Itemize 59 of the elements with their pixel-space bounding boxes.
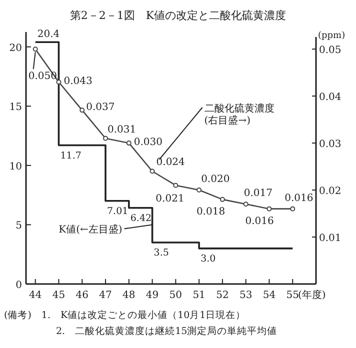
y2-tick-label: 0.04 <box>319 92 342 104</box>
data-label: 0.030 <box>134 137 163 148</box>
y2-tick-label: 0.05 <box>319 45 342 56</box>
x-tick-label: 44 <box>28 290 42 301</box>
data-label: 0.016 <box>284 192 314 204</box>
data-label: 0.020 <box>201 174 230 186</box>
x-tick-label: 48 <box>122 290 136 301</box>
data-label: 0.037 <box>86 102 115 114</box>
point <box>80 108 85 113</box>
chart-title: 第2－2－1図 K値の改定と二酸化硫黄濃度 <box>70 9 286 22</box>
x-tick-label: 55 <box>286 290 299 301</box>
y-tick-label: 0 <box>16 280 22 291</box>
text: 2. 二酸化硫黄濃度は継続15測定局の単純平均値 <box>56 325 278 337</box>
data-label: 0.018 <box>196 206 226 218</box>
x-axis-title: (年度) <box>298 289 326 301</box>
point <box>243 202 248 207</box>
point <box>220 196 225 202</box>
data-label: 0.024 <box>156 157 185 168</box>
data-label: 0.043 <box>64 76 92 87</box>
x-tick-label: 53 <box>239 290 252 301</box>
point <box>266 206 272 212</box>
y-tick-label: 10 <box>9 161 22 172</box>
point <box>173 182 178 188</box>
point <box>150 168 155 174</box>
x-tick-label: 47 <box>99 290 112 301</box>
data-label: 7.01 <box>107 206 128 217</box>
y2-tick-label: 0.03 <box>319 139 342 150</box>
x-tick-label: 51 <box>192 290 206 301</box>
x-tick-label: 46 <box>76 290 88 301</box>
x-tick-label: 49 <box>146 290 159 301</box>
point <box>290 206 296 212</box>
data-label: 0.031 <box>108 124 136 136</box>
annotation: 二酸化硫黄濃度 (右目盛→) <box>204 102 278 126</box>
data-label: 20.4 <box>37 29 60 40</box>
data-label: 3.5 <box>154 248 169 258</box>
y2-axis-title: (ppm) <box>318 31 346 41</box>
data-label: 6.42 <box>130 212 152 224</box>
data-label: 3.0 <box>200 253 216 264</box>
point <box>32 46 38 52</box>
data-label: 0.021 <box>156 193 184 204</box>
annotation: K値(←左目盛) <box>58 224 122 236</box>
point <box>196 188 202 193</box>
x-tick-label: 54 <box>262 290 276 301</box>
y2-tick-label: 0.01 <box>319 233 342 244</box>
point <box>126 140 132 146</box>
y-tick-label: 15 <box>9 102 22 114</box>
data-label: 0.017 <box>244 188 272 200</box>
annotation: K値(←左目盛) <box>58 224 153 236</box>
text: (備考) 1. K値は改定ごとの最小値（10月1日現在） <box>4 309 246 321</box>
point <box>56 79 62 84</box>
data-label: 0.016 <box>245 216 274 227</box>
data-label: 11.7 <box>60 150 82 162</box>
y-tick-label: 5 <box>16 220 22 232</box>
point <box>103 136 108 141</box>
x-tick-label: 50 <box>169 290 182 301</box>
y2-tick-label: 0.02 <box>319 186 342 198</box>
y-tick-label: 20 <box>9 42 22 54</box>
x-tick-label: 52 <box>216 290 229 301</box>
x-tick-label: 45 <box>52 290 66 301</box>
